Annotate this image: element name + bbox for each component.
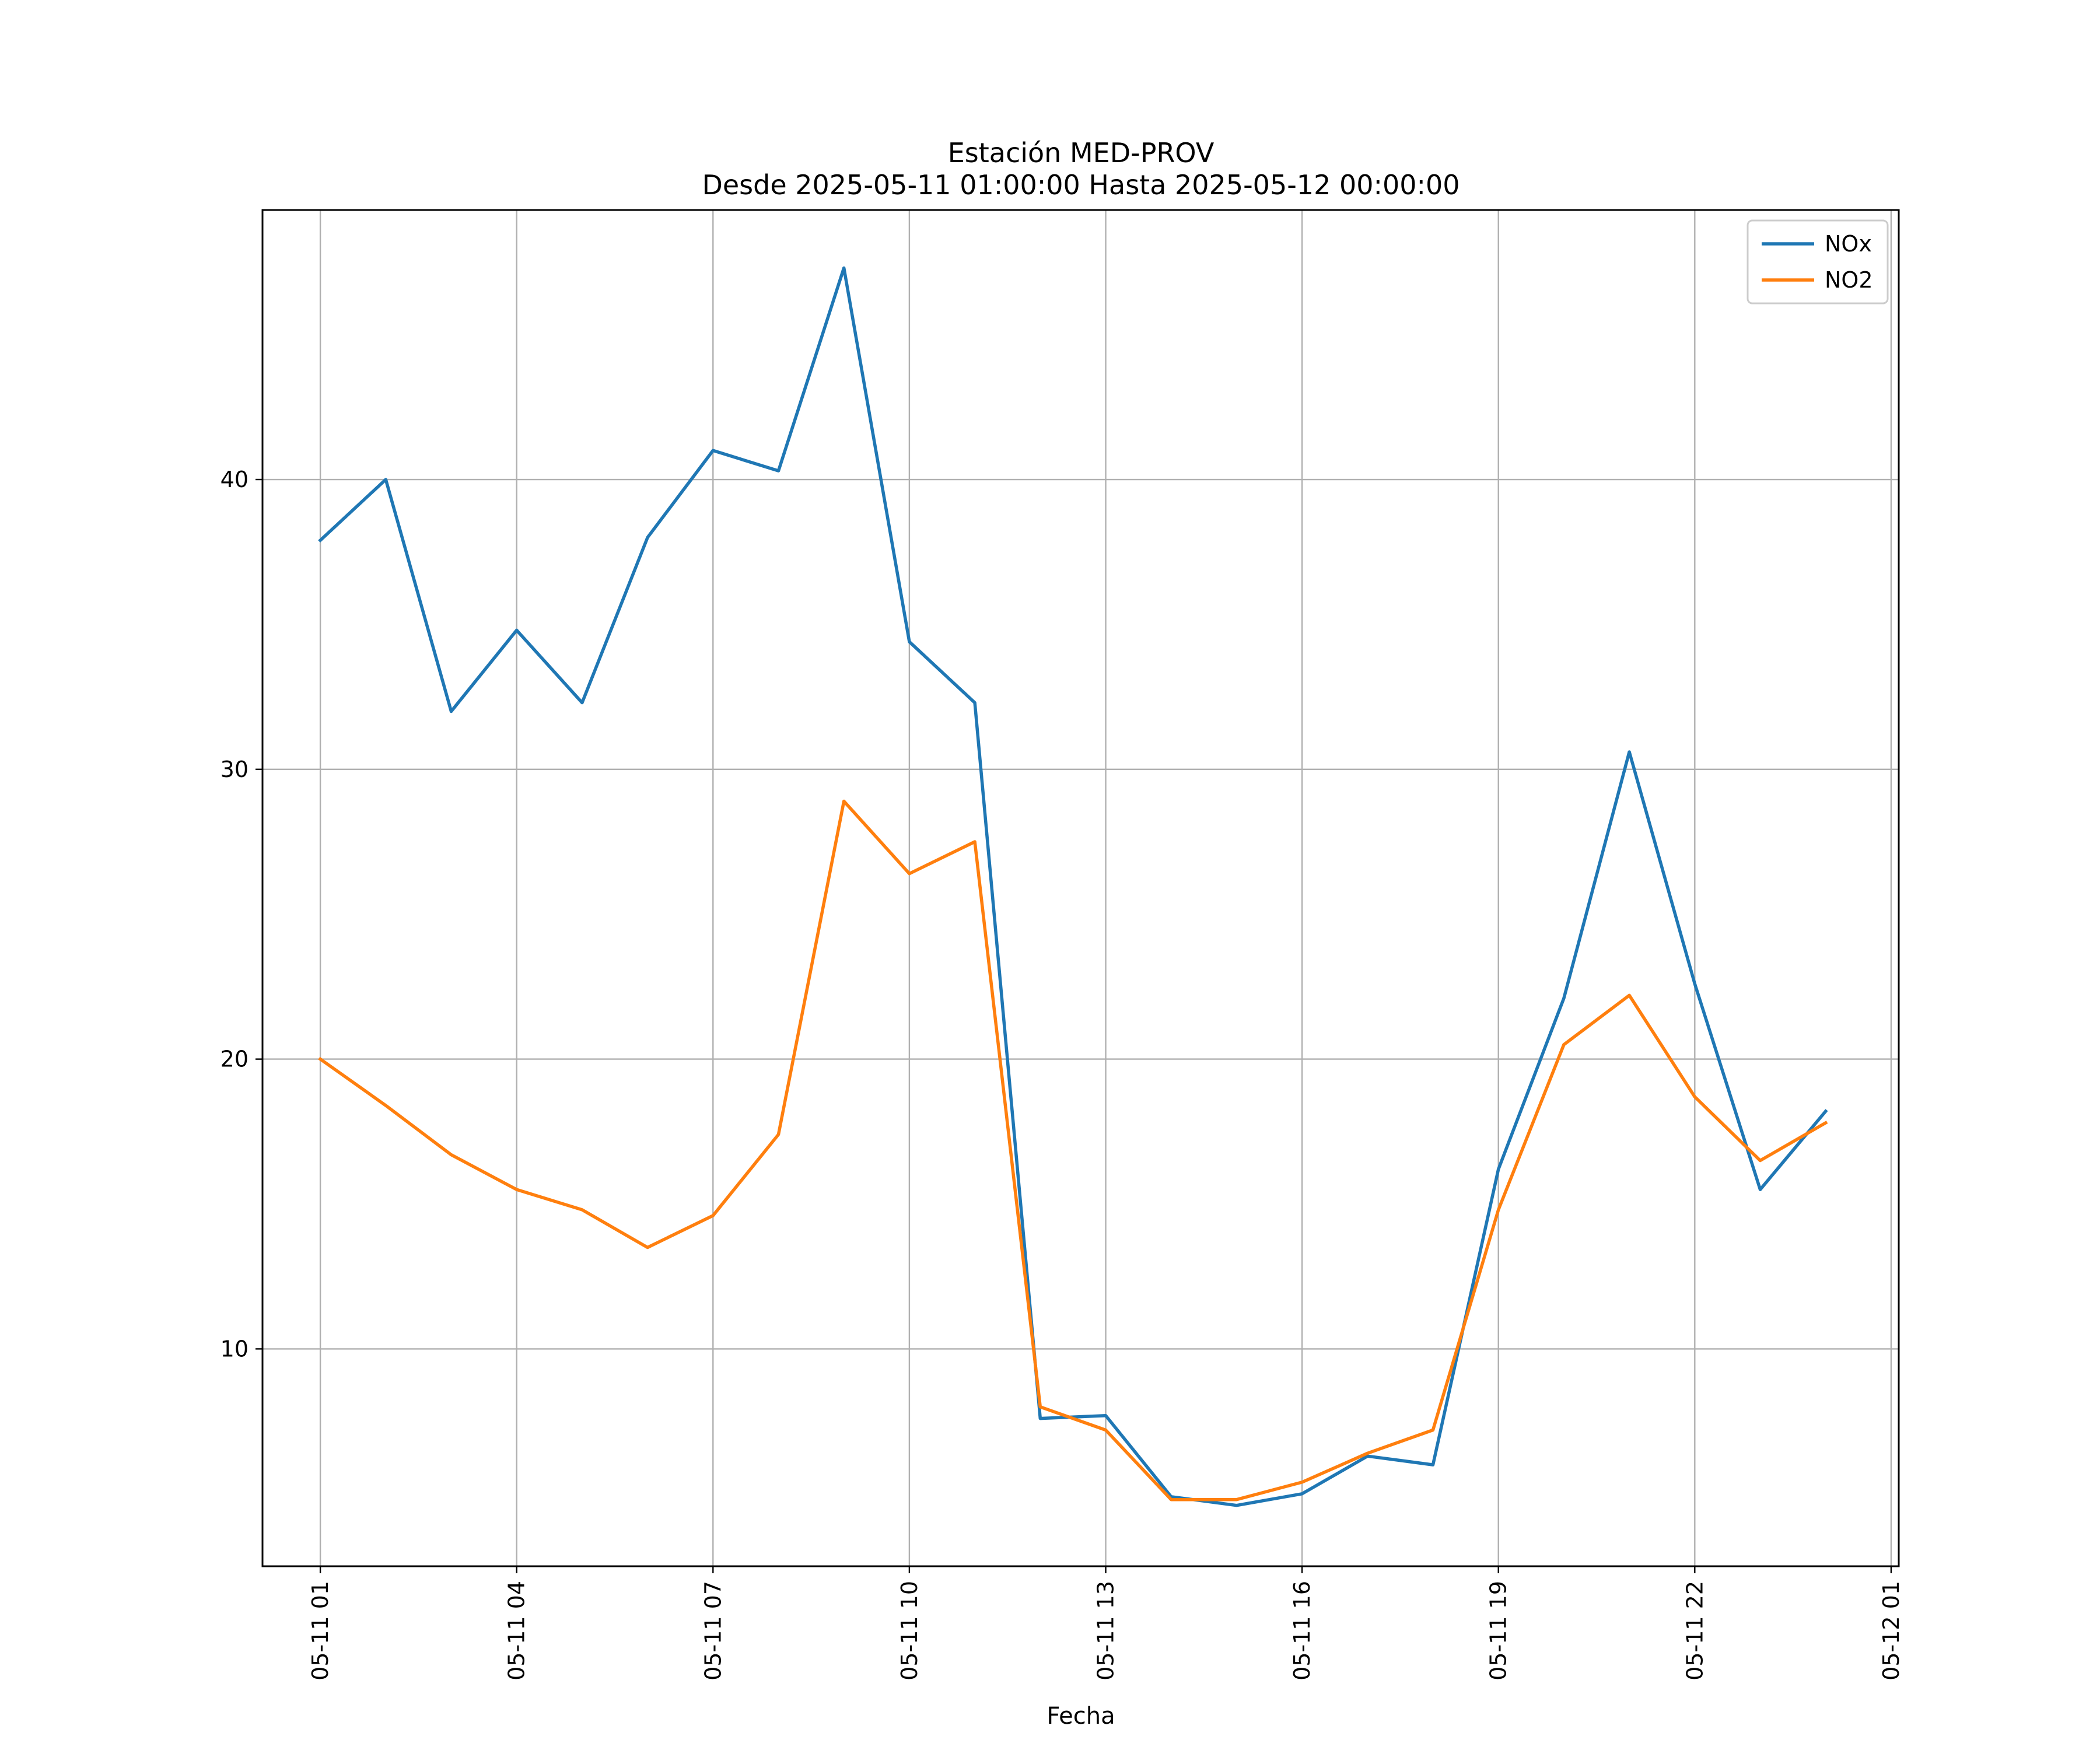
y-tick-label: 40 <box>220 467 249 492</box>
plot-frame <box>261 209 1900 1567</box>
plot-lines <box>318 266 1828 1507</box>
x-tick-label: 05-11 10 <box>897 1581 922 1681</box>
legend: NOx NO2 <box>1746 219 1889 304</box>
x-tick-label: 05-11 01 <box>307 1581 333 1681</box>
x-tick-label: 05-11 22 <box>1682 1581 1707 1681</box>
x-tick-label: 05-11 19 <box>1486 1581 1511 1681</box>
chart-title: Estación MED-PROV <box>948 137 1214 169</box>
y-tick-label: 10 <box>220 1336 249 1362</box>
y-tick-label: 20 <box>220 1046 249 1072</box>
grid <box>262 210 1899 1566</box>
x-tick-label: 05-11 16 <box>1289 1581 1315 1681</box>
legend-label-no2: NO2 <box>1825 267 1873 293</box>
legend-label-nox: NOx <box>1825 231 1872 257</box>
x-tick-label: 05-12 01 <box>1878 1581 1904 1681</box>
x-axis-label: Fecha <box>1046 1703 1115 1730</box>
chart-subtitle: Desde 2025-05-11 01:00:00 Hasta 2025-05-… <box>702 169 1460 201</box>
x-tick-label: 05-11 04 <box>504 1581 530 1681</box>
legend-box <box>1746 219 1889 304</box>
y-tick-label: 30 <box>220 757 249 782</box>
y-axis: 10 20 30 40 <box>220 467 262 1362</box>
x-tick-label: 05-11 07 <box>700 1581 726 1681</box>
series-line-no2 <box>318 799 1828 1502</box>
x-tick-label: 05-11 13 <box>1093 1581 1119 1681</box>
x-axis: 05-11 01 05-11 04 05-11 07 05-11 10 05-11 13… <box>307 1566 1904 1681</box>
